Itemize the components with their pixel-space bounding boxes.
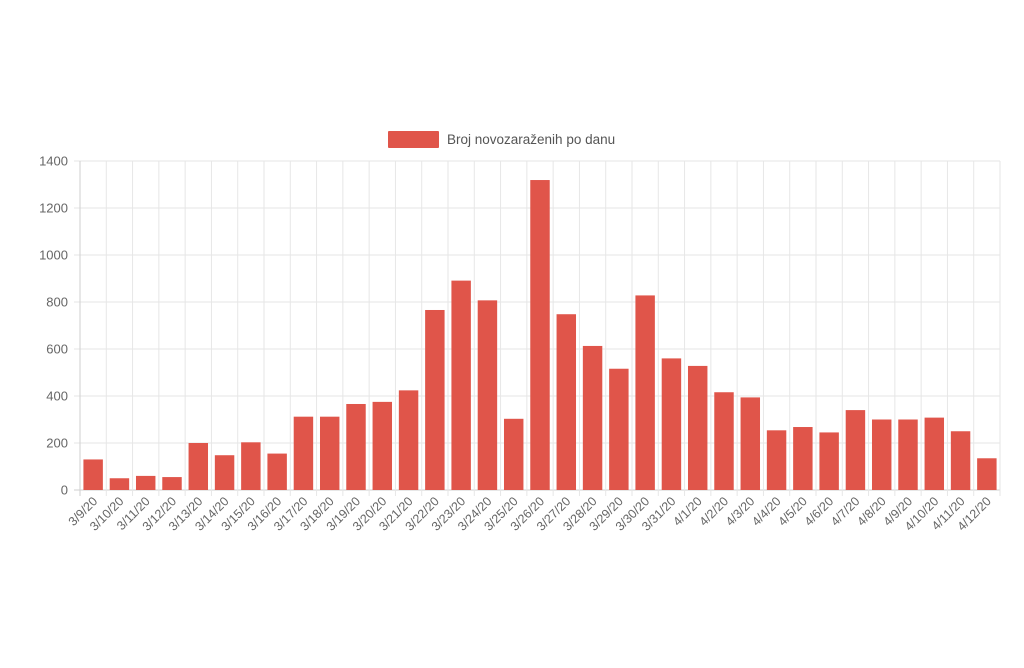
bar[interactable] [819,432,839,490]
bar[interactable] [714,392,734,490]
y-axis-ticks: 0 200 400 600 800 1000 1200 1400 [39,154,68,498]
bar[interactable] [83,459,103,490]
x-axis-ticks: 3/9/203/10/203/11/203/12/203/13/203/14/2… [66,494,994,533]
grid [74,160,1001,496]
y-tick-label: 600 [46,342,68,357]
x-tick-label: 4/1/20 [670,494,705,529]
bar[interactable] [293,416,314,490]
y-tick-label: 400 [46,389,68,404]
bar[interactable] [530,180,550,490]
legend-swatch [388,131,439,148]
y-tick-label: 800 [46,295,68,310]
bars [83,180,997,491]
bar[interactable] [109,478,130,490]
bar[interactable] [162,477,182,490]
bar[interactable] [241,442,261,490]
x-tick-label: 4/4/20 [749,494,784,529]
bar[interactable] [635,295,655,490]
bar[interactable] [582,345,603,490]
bar[interactable] [451,280,471,490]
y-tick-label: 1200 [39,201,68,216]
x-tick-label: 4/7/20 [828,494,863,529]
bar[interactable] [477,300,498,490]
bar[interactable] [766,430,787,490]
bar[interactable] [503,418,524,490]
bar[interactable] [188,443,209,490]
x-tick-label: 4/3/20 [723,494,758,529]
x-tick-label: 4/2/20 [697,494,732,529]
bar[interactable] [319,416,340,490]
x-tick-label: 4/6/20 [802,494,837,529]
bar[interactable] [346,403,366,490]
legend[interactable]: Broj novozaraženih po danu [388,131,615,148]
legend-label: Broj novozaraženih po danu [447,132,615,147]
x-tick-label: 4/5/20 [775,494,810,529]
bar[interactable] [871,419,892,491]
y-tick-label: 1400 [39,154,68,169]
bar[interactable] [214,455,235,490]
bar[interactable] [661,358,682,490]
y-tick-label: 1000 [39,248,68,263]
bar[interactable] [845,410,866,490]
bar[interactable] [609,368,629,490]
bar[interactable] [135,475,156,490]
x-tick-label: 4/8/20 [854,494,889,529]
bar[interactable] [898,419,918,491]
bar[interactable] [977,458,997,490]
bar[interactable] [687,365,708,490]
bar[interactable] [950,431,971,490]
bar[interactable] [924,417,945,490]
bar[interactable] [425,309,445,490]
bar[interactable] [793,427,813,490]
y-tick-label: 200 [46,436,68,451]
bar[interactable] [372,401,393,490]
bar[interactable] [740,397,761,490]
bar[interactable] [556,314,577,490]
bar[interactable] [398,390,419,490]
y-tick-label: 0 [61,483,68,498]
bar[interactable] [267,453,287,490]
